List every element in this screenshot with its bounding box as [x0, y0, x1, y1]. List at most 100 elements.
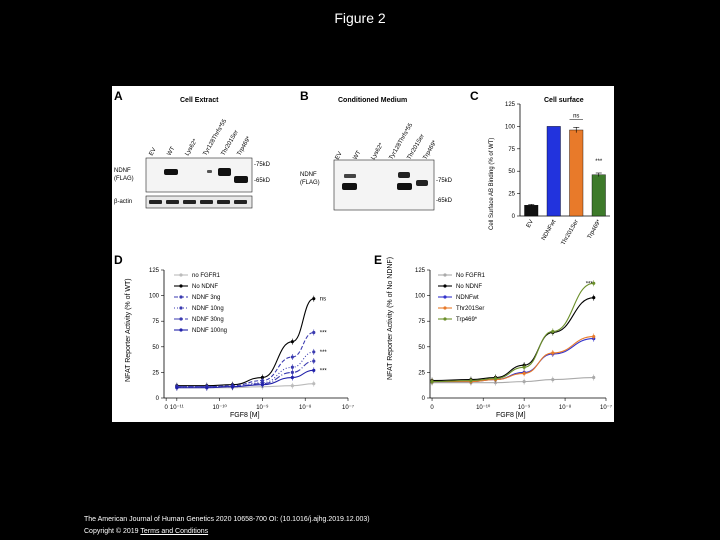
data-point [551, 351, 555, 355]
y-tick-label: 25 [418, 370, 425, 376]
panel-e-xlabel: FGF8 [M] [496, 412, 526, 419]
y-tick-label: 0 [156, 396, 160, 402]
bar [546, 126, 561, 217]
panel-d-label: D [114, 253, 123, 267]
x-tick-label: EV [526, 219, 535, 229]
data-point [522, 380, 526, 384]
x-tick-label: 10⁻¹⁰ [213, 404, 228, 411]
annotation: ns [573, 113, 579, 119]
data-point [312, 350, 316, 354]
y-tick-label: 125 [149, 268, 160, 274]
x-tick-label: NDNFwt [541, 219, 558, 242]
panel-b-label: B [300, 89, 309, 103]
blot-band [398, 172, 410, 178]
data-point [469, 378, 473, 383]
panel-c-label: C [470, 89, 479, 103]
data-point [312, 359, 316, 363]
actin-bands [149, 200, 247, 204]
data-point [175, 386, 179, 390]
y-tick-label: 75 [508, 147, 515, 153]
panel-b-lane-labels: EV WT Lys62* Tyr128Thrfs*55 Thr201Ser Tr… [335, 122, 439, 161]
legend-label: NDNF 3ng [192, 295, 220, 301]
data-point [205, 386, 209, 390]
legend-label: NDNF 10ng [192, 306, 224, 312]
series-line [432, 336, 594, 383]
x-tick-label: 0 [164, 405, 168, 411]
data-point [522, 371, 526, 376]
copyright-line: Copyright © 2019 Terms and Conditions [84, 528, 208, 535]
legend-label: NDNF 100ng [192, 328, 227, 334]
panel-d-xlabel: FGF8 [M] [230, 412, 260, 419]
x-tick-label: 10⁻⁷ [600, 404, 612, 411]
data-point [312, 368, 316, 372]
panel-e-ylabel: NFAT Reporter Activity (% of No NDNF) [387, 257, 394, 380]
lane-label: Lys62* [185, 138, 200, 157]
panel-a-label: A [114, 89, 123, 103]
panel-e: E NFAT Reporter Activity (% of No NDNF) … [374, 253, 612, 419]
data-point [230, 385, 235, 389]
line-chart-variants: 0 25 50 75 100 125 0 10⁻¹⁰ 10⁻⁹ 10⁻⁸ 10⁻⁷ No FGFR1 N… [415, 268, 612, 411]
panel-c-ylabel: Cell Surface AB Binding (% of WT) [489, 138, 495, 230]
data-point [592, 281, 596, 285]
legend-marker [179, 328, 183, 332]
panel-d: D NFAT Reporter Activity (% of WT) FGF8 … [114, 253, 354, 419]
marker-label: -75kD [254, 162, 271, 168]
data-point [260, 383, 265, 387]
slide-title: Figure 2 [334, 10, 386, 26]
annotation: *** [595, 159, 603, 165]
y-tick-label: 100 [505, 124, 516, 130]
marker-label: -65kD [436, 198, 453, 204]
significance-annotation: *** [320, 368, 328, 374]
figure-image: A Cell Extract EV WT Lys62* Tyr128Thrfs*… [112, 86, 614, 422]
western-blot-ndnf [145, 157, 253, 193]
significance-annotation: *** [586, 281, 594, 287]
data-point [430, 380, 434, 384]
y-tick-label: 75 [418, 319, 425, 325]
x-tick-label: 10⁻⁸ [559, 404, 572, 411]
x-tick-label: 10⁻¹¹ [170, 405, 184, 411]
blot-row-label: (FLAG) [114, 176, 134, 182]
x-tick-label: 10⁻⁹ [518, 404, 531, 411]
series-line [176, 360, 314, 388]
data-point [592, 334, 596, 339]
data-point [290, 365, 294, 369]
legend-label: no FGFR1 [192, 273, 221, 279]
series-line [432, 297, 594, 382]
significance-annotation: ns [320, 297, 326, 303]
significance-annotation: *** [320, 330, 328, 336]
legend-marker [443, 273, 447, 277]
data-point [592, 296, 596, 300]
panel-c: C Cell surface Cell Surface AB Binding (… [470, 89, 610, 247]
blot-row-label: NDNF [114, 168, 131, 174]
x-tick-label: Thr201Ser [561, 219, 580, 247]
legend-label: No FGFR1 [456, 273, 486, 279]
panel-d-ylabel: NFAT Reporter Activity (% of WT) [125, 278, 132, 382]
y-tick-label: 100 [149, 294, 160, 300]
legend-label: No NDNF [192, 284, 218, 290]
panel-b-title: Conditioned Medium [338, 97, 407, 104]
bar [569, 129, 584, 217]
blot-band [234, 176, 248, 183]
panel-a: A Cell Extract EV WT Lys62* Tyr128Thrfs*… [114, 89, 271, 209]
blot-row-label: β-actin [114, 199, 132, 205]
y-tick-label: 100 [415, 294, 426, 300]
y-tick-label: 50 [418, 345, 425, 351]
legend-marker [179, 306, 183, 310]
blot-band [207, 170, 212, 173]
terms-link[interactable]: Terms and Conditions [140, 528, 209, 535]
series-line [176, 369, 314, 389]
y-tick-label: 25 [152, 370, 159, 376]
data-point [551, 377, 555, 382]
data-point [522, 365, 526, 369]
data-point [290, 370, 294, 374]
bar [591, 174, 606, 217]
lane-label: Trp469* [423, 139, 439, 161]
legend-marker [443, 306, 447, 310]
blot-band [164, 169, 178, 175]
legend-marker [179, 317, 183, 321]
y-tick-label: 50 [152, 345, 159, 351]
y-tick-label: 0 [512, 214, 516, 220]
legend-marker [179, 295, 183, 299]
data-point [260, 375, 265, 380]
y-tick-label: 125 [505, 102, 516, 108]
